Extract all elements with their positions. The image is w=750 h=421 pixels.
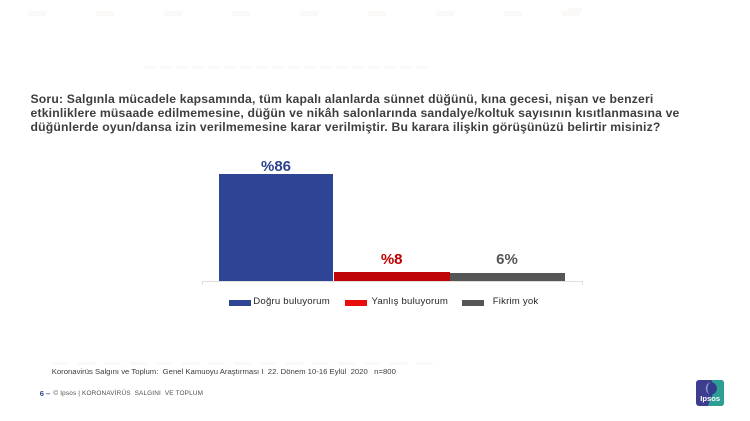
svg-text:Ipsos: Ipsos [700, 394, 720, 403]
